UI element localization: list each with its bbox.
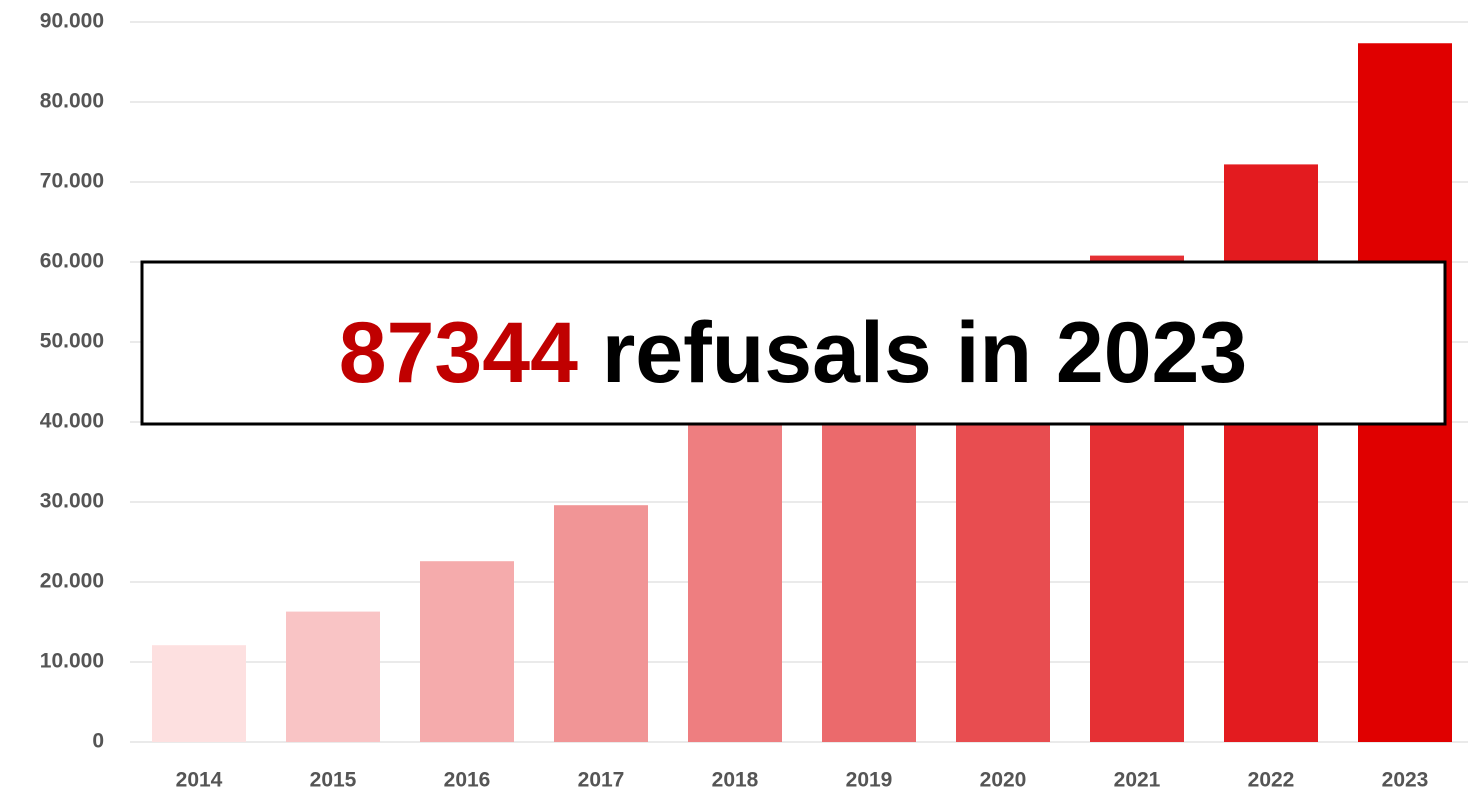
y-tick-label: 0: [92, 730, 104, 753]
bar: [822, 382, 916, 742]
y-tick-label: 90.000: [40, 10, 104, 33]
y-tick-label: 30.000: [40, 490, 104, 513]
y-tick-label: 40.000: [40, 410, 104, 433]
x-tick-label: 2022: [1248, 769, 1295, 792]
y-tick-label: 20.000: [40, 570, 104, 593]
y-tick-label: 50.000: [40, 330, 104, 353]
annotation-highlight: 87344: [339, 305, 578, 401]
bar: [554, 505, 648, 742]
annotation-text: 87344 refusals in 2023: [339, 305, 1247, 401]
x-tick-label: 2020: [980, 769, 1027, 792]
annotation-frame: [140, 260, 1447, 426]
y-tick-label: 80.000: [40, 90, 104, 113]
y-tick-label: 70.000: [40, 170, 104, 193]
bar: [286, 611, 380, 742]
bar: [688, 406, 782, 742]
x-tick-label: 2014: [176, 769, 223, 792]
x-tick-label: 2021: [1114, 769, 1161, 792]
bar: [1224, 164, 1318, 742]
bars: [152, 43, 1452, 743]
x-tick-label: 2016: [444, 769, 491, 792]
x-tick-label: 2018: [712, 769, 759, 792]
x-tick-label: 2015: [310, 769, 357, 792]
x-tick-label: 2023: [1382, 769, 1429, 792]
x-tick-label: 2017: [578, 769, 625, 792]
bar: [152, 645, 246, 742]
x-tick-label: 2019: [846, 769, 893, 792]
annotation-body: refusals in 2023: [602, 305, 1247, 401]
labels: 0 10.000 20.000 30.000 40.000 50.000 60.000 70.…: [40, 10, 1429, 792]
annotation-box: 87344 refusals in 2023: [140, 260, 1447, 426]
y-tick-label: 10.000: [40, 650, 104, 673]
y-tick-label: 60.000: [40, 250, 104, 273]
bar: [420, 561, 514, 742]
